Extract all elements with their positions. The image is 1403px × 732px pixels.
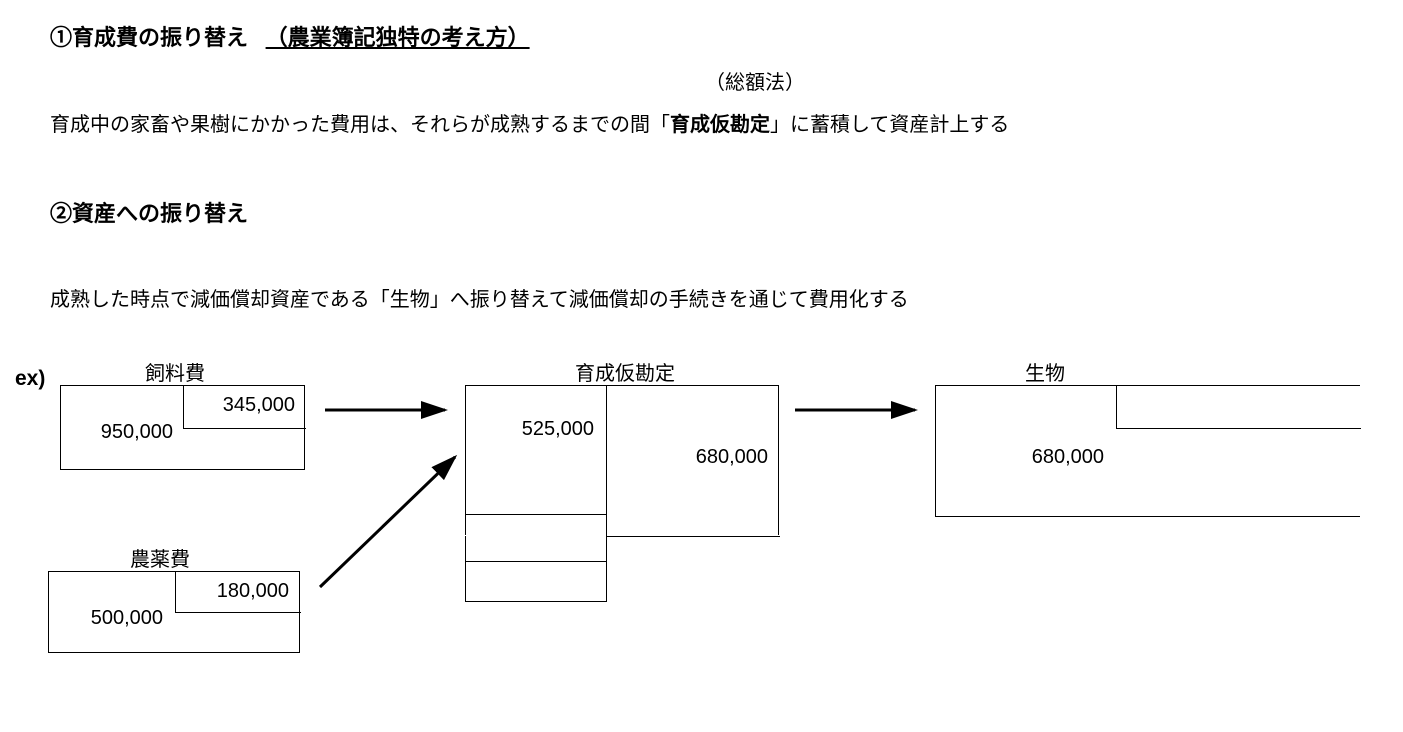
pest-hdiv xyxy=(175,612,301,613)
pesticide-account: 500,000 180,000 xyxy=(48,571,300,653)
section1-heading: ①育成費の振り替え （農業簿記独特の考え方） xyxy=(50,20,1353,52)
breed-h1 xyxy=(466,514,606,515)
breeding-title: 育成仮勘定 xyxy=(555,357,695,386)
method-label: （総額法） xyxy=(50,66,1353,95)
arrow-feed-to-breeding xyxy=(320,395,455,425)
section2-title: ②資産への振り替え xyxy=(50,196,1353,228)
breed-h3 xyxy=(466,601,606,602)
feed-debit: 950,000 xyxy=(61,421,181,444)
breed-h2 xyxy=(466,561,606,562)
arrow-breeding-to-bio xyxy=(790,395,925,425)
para1-before: 育成中の家畜や果樹にかかった費用は、それらが成熟するまでの間「 xyxy=(50,114,670,136)
section1-title: ①育成費の振り替え xyxy=(50,25,248,50)
breeding-debit: 525,000 xyxy=(466,418,602,441)
arrow-pesticide-to-breeding xyxy=(315,447,465,597)
pesticide-debit: 500,000 xyxy=(49,607,171,630)
section1-paragraph: 育成中の家畜や果樹にかかった費用は、それらが成熟するまでの間「育成仮勘定」に蓄積… xyxy=(50,109,1353,141)
bio-vdiv xyxy=(1116,386,1117,428)
pesticide-credit: 180,000 xyxy=(175,580,297,603)
feed-title: 飼料費 xyxy=(125,357,225,386)
breed-left-ext xyxy=(465,536,466,602)
breeding-credit: 680,000 xyxy=(606,446,776,469)
section1-subtitle: （農業簿記独特の考え方） xyxy=(266,25,530,50)
pesticide-title: 農薬費 xyxy=(110,543,210,572)
section2-paragraph: 成熟した時点で減価償却資産である「生物」へ振り替えて減価償却の手続きを通じて費用… xyxy=(50,283,1353,312)
feed-account: 950,000 345,000 xyxy=(60,385,305,470)
breeding-account: 525,000 680,000 xyxy=(465,385,779,535)
bio-hdiv xyxy=(1116,428,1361,429)
feed-hdiv xyxy=(183,428,306,429)
bio-title: 生物 xyxy=(1005,357,1085,386)
diagram-area: 飼料費 950,000 345,000 農薬費 500,000 180,000 … xyxy=(0,357,1403,707)
feed-credit: 345,000 xyxy=(183,394,303,417)
bio-account: 680,000 xyxy=(935,385,1360,517)
breed-h-right xyxy=(606,536,780,537)
para1-after: 」に蓄積して資産計上する xyxy=(770,114,1009,136)
breed-mid-ext xyxy=(606,536,607,602)
para1-bold: 育成仮勘定 xyxy=(670,114,770,136)
bio-debit: 680,000 xyxy=(936,446,1112,469)
